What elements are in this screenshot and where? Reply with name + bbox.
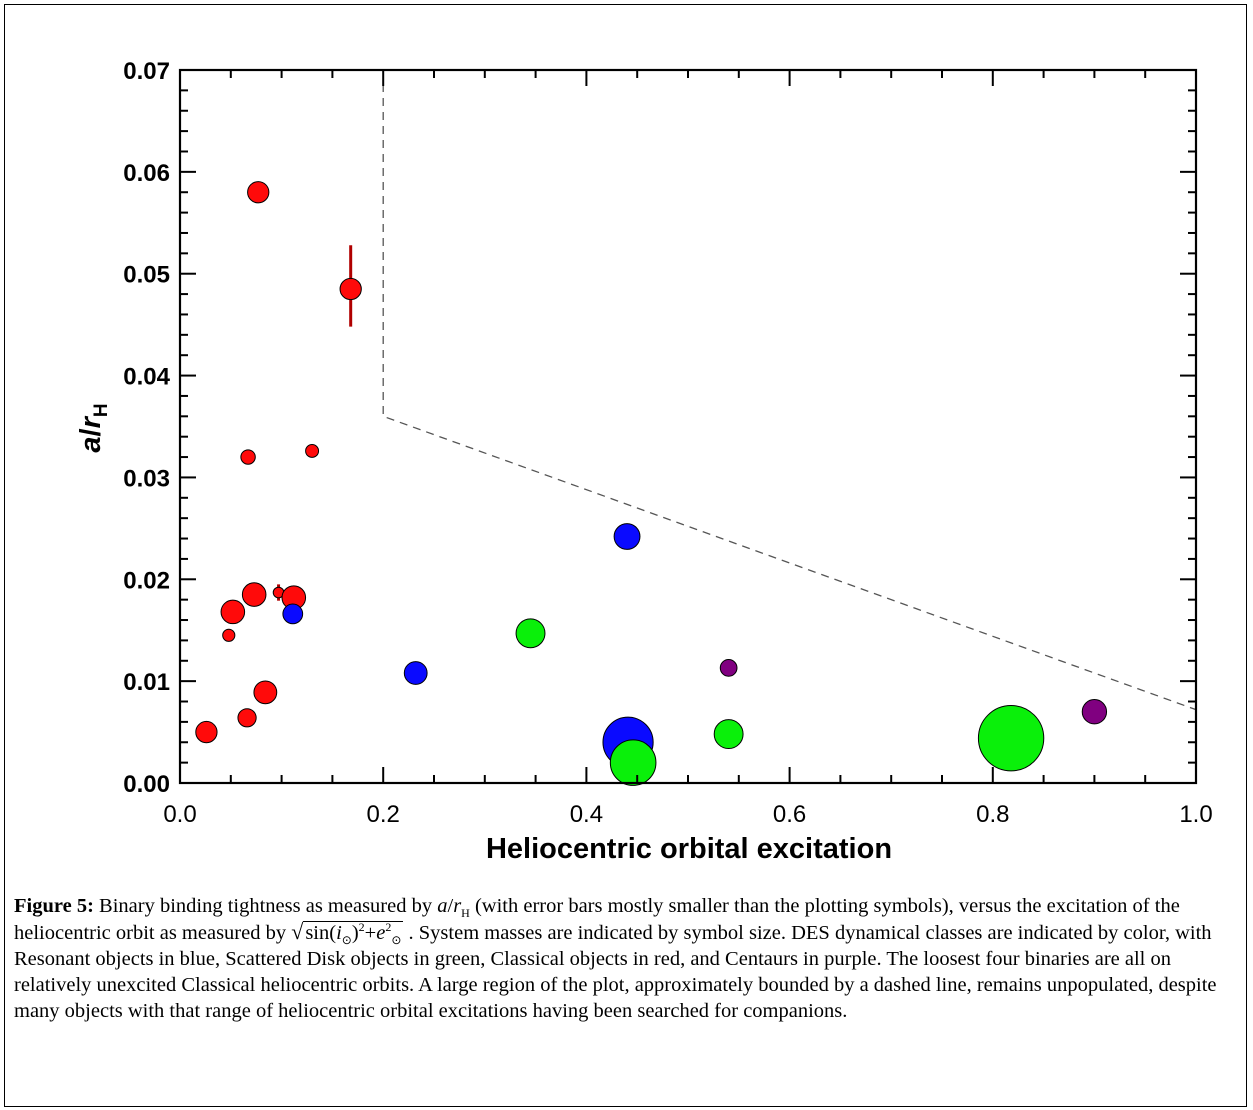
data-point-20 xyxy=(719,659,738,677)
scatter-chart: 0.0 0.2 0.4 0.6 0.8 1.0 0.00 0.01 0.02 0.03 0.04 0.… xyxy=(75,58,1213,865)
y-tick-label: 0.04 xyxy=(123,364,170,391)
y-tick-label: 0.06 xyxy=(123,160,170,187)
y-tick-label: 0.00 xyxy=(123,771,170,798)
sqrt-body: sin(i⊙)2+e2⊙ xyxy=(303,920,404,948)
y-axis-title-slash: / xyxy=(75,428,107,436)
x-tick-label: 0.0 xyxy=(163,801,196,828)
x-axis-title: Heliocentric orbital excitation xyxy=(486,833,892,865)
caption-text-2: (with error bars mostly smaller than the… xyxy=(14,895,1180,944)
x-tick-label: 0.6 xyxy=(773,801,806,828)
data-point-18 xyxy=(609,739,657,786)
y-tick-label: 0.05 xyxy=(123,262,170,289)
formula-sin: sin( xyxy=(305,922,337,944)
data-point-4 xyxy=(241,582,267,607)
data-point-9 xyxy=(253,680,278,705)
data-point-21 xyxy=(1081,699,1108,725)
formula-i-sub: ⊙ xyxy=(341,933,352,948)
data-point-3 xyxy=(305,443,320,458)
caption-r: r xyxy=(453,895,462,917)
y-tick-label: 0.07 xyxy=(123,58,170,85)
formula-plus: + xyxy=(364,922,377,944)
formula-e: e xyxy=(376,922,386,944)
figure-caption: Figure 5: Binary binding tightness as me… xyxy=(14,893,1234,1024)
caption-text-1: Binary binding tightness as measured by xyxy=(93,895,438,917)
data-point-0 xyxy=(247,181,270,204)
data-point-11 xyxy=(195,720,218,744)
data-point-7 xyxy=(220,599,246,625)
data-point-12 xyxy=(282,603,304,625)
caption-r-sub: H xyxy=(461,906,470,921)
formula-close: ) xyxy=(351,922,359,944)
sqrt-formula: √sin(i⊙)2+e2⊙ xyxy=(291,919,404,948)
y-axis-title-sub: H xyxy=(91,403,112,417)
y-tick-label: 0.02 xyxy=(123,567,170,594)
formula-sup: 2 xyxy=(358,920,365,935)
sqrt-sign-icon: √ xyxy=(291,919,304,944)
plot-frame xyxy=(178,68,1198,785)
data-point-8 xyxy=(222,628,236,642)
y-tick-label: 0.01 xyxy=(123,669,170,696)
caption-text-3: . System masses are indicated by symbol … xyxy=(14,922,1217,1022)
x-tick-label: 0.2 xyxy=(367,801,400,828)
y-axis-title-a: a xyxy=(75,436,107,452)
plot-area: 0.0 0.2 0.4 0.6 0.8 1.0 0.00 0.01 0.02 0.03 0.04 0.… xyxy=(123,58,1212,828)
data-point-10 xyxy=(237,708,257,728)
figure-frame xyxy=(4,4,1247,1107)
caption-a: a xyxy=(437,895,448,917)
x-tick-label: 0.4 xyxy=(570,801,603,828)
y-tick-label: 0.03 xyxy=(123,465,170,492)
x-tick-label: 1.0 xyxy=(1179,801,1212,828)
data-point-14 xyxy=(613,523,641,550)
formula-e-sup: 2 xyxy=(385,920,392,935)
formula-i: i xyxy=(336,922,342,944)
x-tick-label: 0.8 xyxy=(976,801,1009,828)
y-axis-title: a/rH xyxy=(75,403,112,452)
data-point-1 xyxy=(339,277,362,301)
caption-label: Figure 5: xyxy=(14,895,94,917)
data-point-2 xyxy=(240,449,256,465)
data-point-16 xyxy=(515,618,546,649)
data-point-17 xyxy=(713,719,744,750)
caption-slash: / xyxy=(447,895,454,917)
data-point-13 xyxy=(403,661,428,685)
formula-e-sub: ⊙ xyxy=(391,933,402,948)
data-point-19 xyxy=(977,705,1045,772)
boundary-dashed-line xyxy=(382,70,1197,711)
y-axis-title-r: r xyxy=(75,415,107,428)
